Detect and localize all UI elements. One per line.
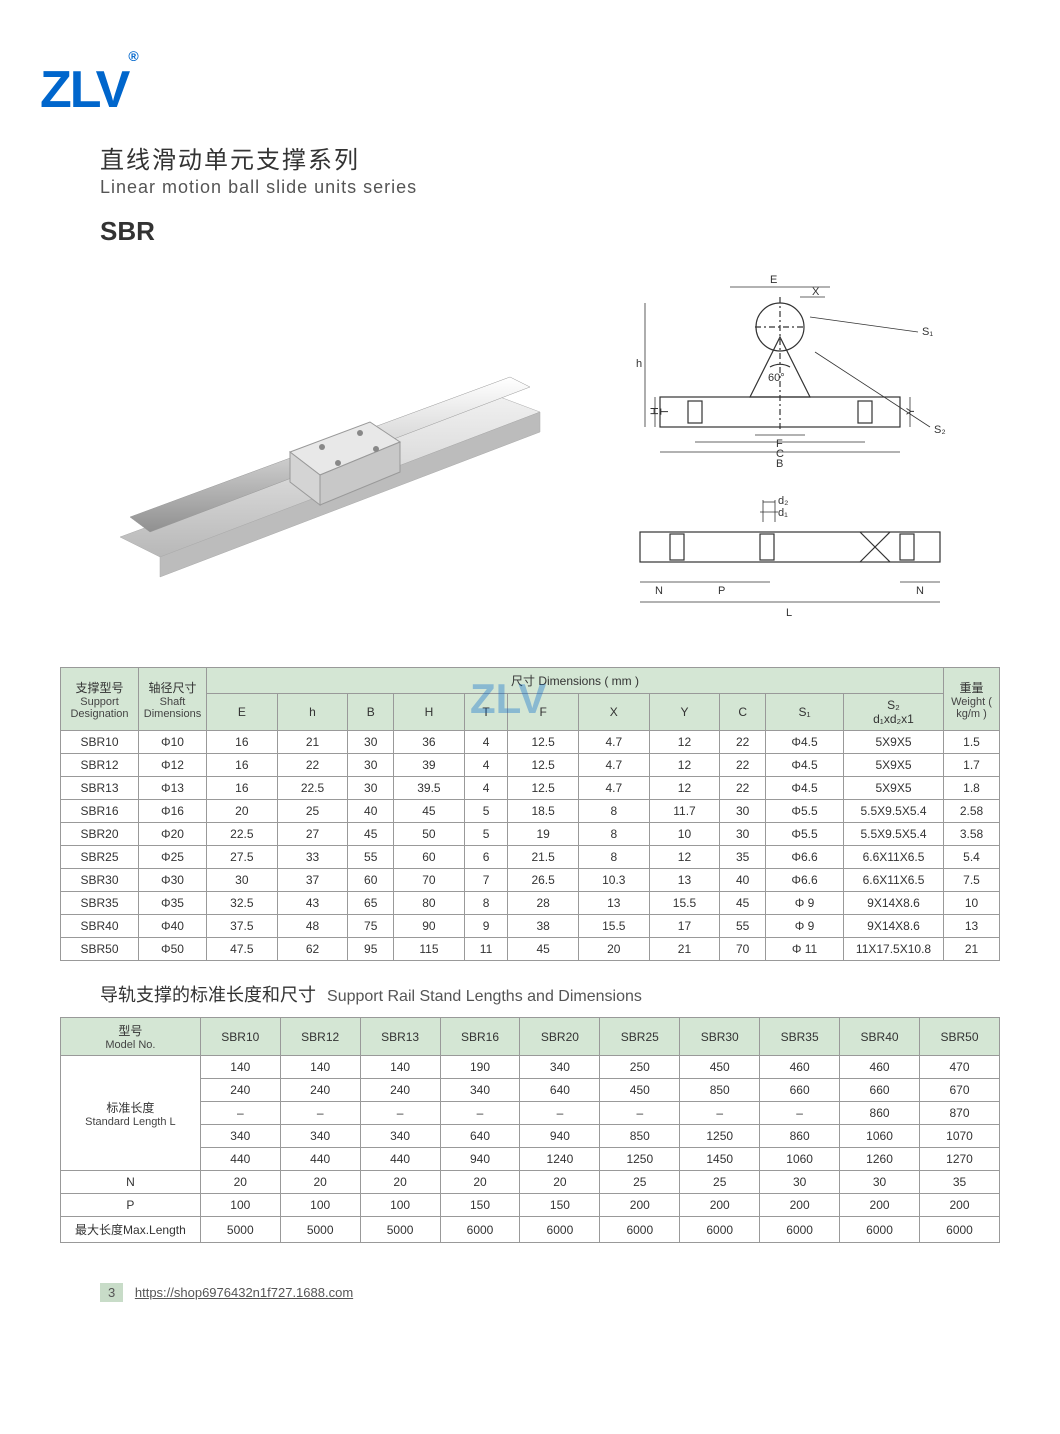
lengths-table: 型号Model No.SBR10SBR12SBR13SBR16SBR20SBR2… <box>60 1017 1000 1243</box>
brand-logo: ZLV® <box>40 60 1020 120</box>
subheading: 导轨支撑的标准长度和尺寸 Support Rail Stand Lengths … <box>100 981 1020 1007</box>
dimensions-table: 支撑型号Support Designation轴径尺寸Shaft Dimensi… <box>60 667 1000 961</box>
logo-text: ZLV <box>40 61 128 119</box>
table-row: SBR35Φ3532.54365808281315.545Φ 99X14X8.6… <box>61 892 1000 915</box>
table-row: SBR25Φ2527.5335560621.581235Φ6.66.6X11X6… <box>61 846 1000 869</box>
page-footer: 3 https://shop6976432n1f727.1688.com <box>100 1283 1020 1302</box>
illustration-row: E X S₁ h H T Y 60° F C S₂ B <box>40 257 1020 637</box>
svg-text:B: B <box>776 458 783 470</box>
logo-mark: ® <box>128 48 136 64</box>
table-row: 标准长度Standard Length L1401401401903402504… <box>61 1056 1000 1079</box>
title-english: Linear motion ball slide units series <box>100 177 1020 198</box>
svg-text:h: h <box>636 358 642 370</box>
dimensions-table-wrap: ZLV 支撑型号Support Designation轴径尺寸Shaft Dim… <box>40 667 1020 961</box>
title-block: 直线滑动单元支撑系列 Linear motion ball slide unit… <box>100 140 1020 247</box>
product-photo <box>40 277 600 617</box>
table-row: 340340340640940850125086010601070 <box>61 1125 1000 1148</box>
svg-text:60°: 60° <box>768 372 785 384</box>
svg-text:d₂: d₂ <box>778 495 788 507</box>
table-row: SBR10Φ1016213036412.54.71222Φ4.55X9X51.5 <box>61 731 1000 754</box>
svg-text:Y: Y <box>905 407 917 415</box>
side-view-diagram: d₂ d₁ N P N L <box>600 482 980 632</box>
product-code: SBR <box>100 216 1020 247</box>
table-row: SBR13Φ131622.53039.5412.54.71222Φ4.55X9X… <box>61 777 1000 800</box>
table-row: 最大长度Max.Length50005000500060006000600060… <box>61 1217 1000 1243</box>
table-row: SBR40Φ4037.548759093815.51755Φ 99X14X8.6… <box>61 915 1000 938</box>
svg-text:T: T <box>659 408 671 415</box>
table-row: SBR12Φ1216223039412.54.71222Φ4.55X9X51.7 <box>61 754 1000 777</box>
svg-text:S₁: S₁ <box>922 326 933 338</box>
svg-text:P: P <box>718 585 725 597</box>
table-row: ––––––––860870 <box>61 1102 1000 1125</box>
table-row: P100100100150150200200200200200 <box>61 1194 1000 1217</box>
shop-url: https://shop6976432n1f727.1688.com <box>135 1285 353 1300</box>
technical-diagrams: E X S₁ h H T Y 60° F C S₂ B <box>600 257 1000 637</box>
svg-text:L: L <box>786 607 792 619</box>
subheading-cn: 导轨支撑的标准长度和尺寸 <box>100 985 316 1005</box>
svg-text:d₁: d₁ <box>778 507 788 519</box>
table-row: SBR50Φ5047.562951151145202170Φ 1111X17.5… <box>61 938 1000 961</box>
table-row: SBR20Φ2022.527455051981030Φ5.55.5X9.5X5.… <box>61 823 1000 846</box>
table-row: 240240240340640450850660660670 <box>61 1079 1000 1102</box>
table-row: N20202020202525303035 <box>61 1171 1000 1194</box>
table-row: SBR16Φ1620254045518.5811.730Φ5.55.5X9.5X… <box>61 800 1000 823</box>
svg-text:N: N <box>655 585 663 597</box>
table-row: 440440440940124012501450106012601270 <box>61 1148 1000 1171</box>
title-chinese: 直线滑动单元支撑系列 <box>100 140 1020 175</box>
subheading-en: Support Rail Stand Lengths and Dimension… <box>327 988 642 1005</box>
svg-text:S₂: S₂ <box>934 424 946 436</box>
table-row: SBR30Φ3030376070726.510.31340Φ6.66.6X11X… <box>61 869 1000 892</box>
cross-section-diagram: E X S₁ h H T Y 60° F C S₂ B <box>600 257 980 477</box>
svg-text:N: N <box>916 585 924 597</box>
svg-text:E: E <box>770 274 777 286</box>
svg-text:X: X <box>812 286 820 298</box>
page-number: 3 <box>100 1283 123 1302</box>
